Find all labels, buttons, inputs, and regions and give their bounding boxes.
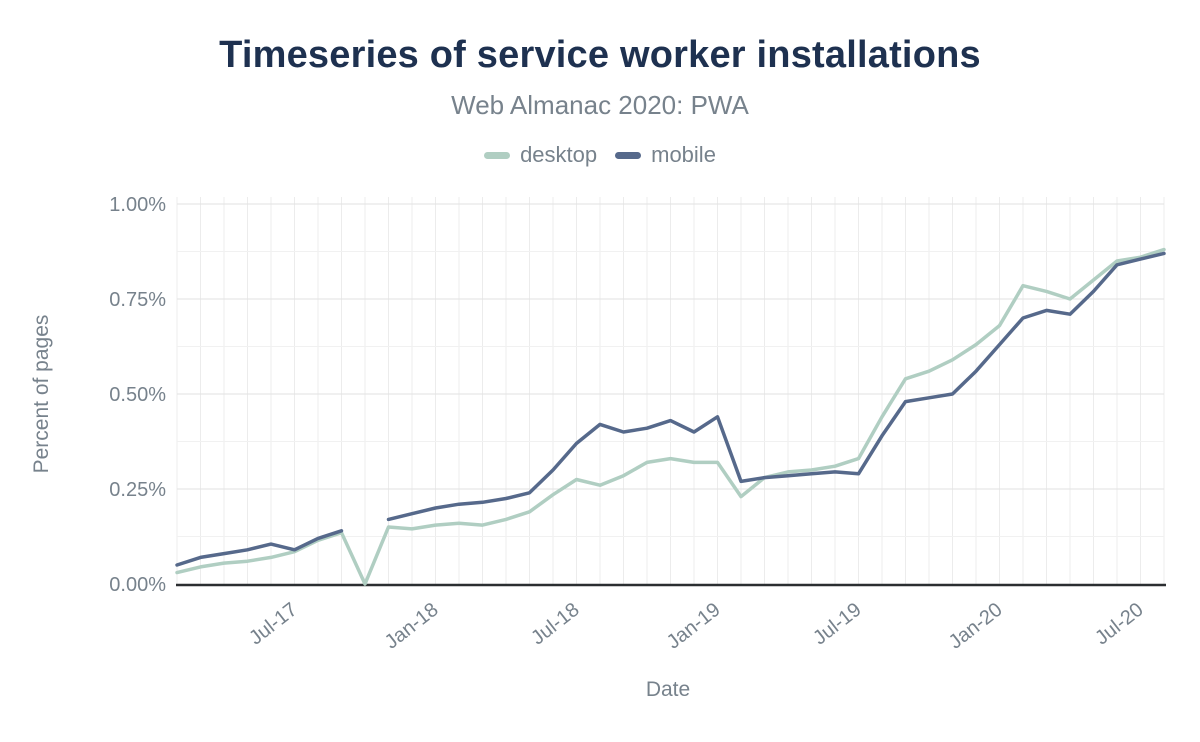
x-axis-title: Date — [646, 678, 690, 701]
desktop-swatch-icon — [484, 151, 511, 159]
vertical-gridlines — [176, 197, 1165, 584]
x-tick-label: Jul-17 — [245, 599, 301, 650]
y-tick-label: 0.00% — [109, 574, 166, 596]
x-tick-label: Jul-19 — [809, 599, 865, 650]
axis-titles: Percent of pages Date — [30, 315, 690, 701]
x-tick-labels: Jul-17 Jan-18 Jul-18 Jan-19 Jul-19 Jan-20 Jul-… — [245, 599, 1147, 654]
legend-label-desktop: desktop — [520, 142, 598, 167]
y-tick-label: 0.50% — [109, 384, 166, 406]
mobile-series-line — [175, 251, 1166, 567]
y-axis-title: Percent of pages — [30, 315, 53, 474]
desktop-series-line — [175, 247, 1166, 586]
legend-item-desktop[interactable]: desktop — [484, 142, 597, 168]
y-tick-labels: 0.00% 0.25% 0.50% 0.75% 1.00% — [109, 194, 166, 596]
y-tick-label: 0.75% — [109, 289, 166, 311]
x-tick-label: Jan-19 — [663, 599, 725, 654]
x-tick-label: Jul-20 — [1091, 599, 1147, 650]
x-tick-label: Jul-18 — [527, 599, 583, 650]
mobile-swatch-icon — [615, 151, 642, 159]
horizontal-gridlines — [177, 203, 1164, 537]
y-tick-label: 1.00% — [109, 194, 166, 216]
chart-subtitle: Web Almanac 2020: PWA — [451, 90, 749, 120]
x-tick-label: Jan-20 — [945, 599, 1007, 654]
data-series-lines — [175, 247, 1166, 586]
legend: desktop mobile — [0, 142, 1200, 168]
legend-label-mobile: mobile — [651, 142, 716, 167]
y-tick-label: 0.25% — [109, 479, 166, 501]
chart-title: Timeseries of service worker installatio… — [219, 34, 981, 76]
x-tick-label: Jan-18 — [381, 599, 443, 654]
legend-item-mobile[interactable]: mobile — [615, 142, 716, 168]
